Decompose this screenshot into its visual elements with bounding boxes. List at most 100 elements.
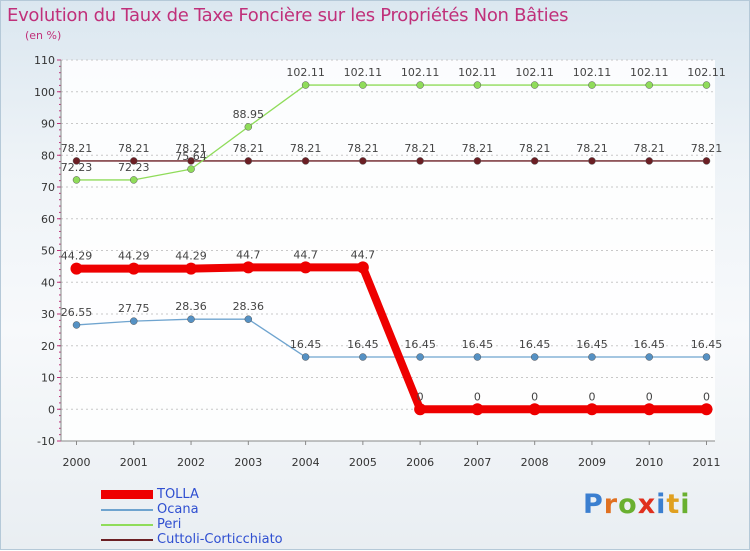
x-tick-label: 2000 — [63, 456, 91, 469]
y-tick-label: 40 — [41, 276, 55, 289]
data-label-tolla: 44.29 — [175, 250, 207, 263]
data-point-peri — [244, 123, 253, 131]
data-point-peri — [588, 81, 596, 89]
data-label-peri: 102.11 — [630, 66, 669, 79]
legend-item: Peri — [101, 517, 283, 532]
data-label-peri: 102.11 — [687, 66, 726, 79]
data-point-tolla — [299, 261, 312, 274]
y-tick-label: 60 — [41, 213, 55, 226]
y-axis-unit: (en %) — [25, 29, 62, 42]
x-tick-label: 2007 — [463, 456, 491, 469]
data-label-peri: 75.64 — [175, 150, 207, 163]
data-point-ocana — [645, 353, 653, 361]
legend-swatch — [101, 523, 153, 526]
y-tick-label: -10 — [37, 435, 55, 448]
series-line-peri — [76, 84, 707, 181]
data-label-cuttoli-corticchiato: 78.21 — [61, 142, 93, 155]
data-label-tolla: 44.29 — [118, 250, 150, 263]
data-point-peri — [473, 81, 482, 89]
legend-swatch — [101, 538, 153, 541]
data-label-ocana: 28.36 — [175, 300, 207, 313]
legend-item: Ocana — [101, 502, 283, 517]
y-tick-label: 10 — [41, 372, 55, 385]
data-label-tolla: 44.7 — [236, 248, 261, 261]
data-label-peri: 102.11 — [344, 66, 383, 79]
y-tick-label: 100 — [34, 86, 55, 99]
data-point-cuttoli-corticchiato — [645, 157, 653, 165]
data-label-peri: 72.23 — [61, 161, 93, 174]
data-point-tolla — [414, 403, 427, 416]
data-point-tolla — [700, 403, 713, 416]
data-label-cuttoli-corticchiato: 78.21 — [233, 142, 265, 155]
series-line-ocana — [76, 318, 707, 358]
data-point-peri — [702, 81, 711, 89]
logo-letter: x — [637, 489, 657, 520]
data-point-ocana — [359, 353, 367, 361]
data-point-ocana — [130, 317, 138, 325]
data-label-cuttoli-corticchiato: 78.21 — [404, 142, 436, 155]
data-label-cuttoli-corticchiato: 78.21 — [462, 142, 494, 155]
data-label-tolla: 0 — [531, 390, 538, 403]
data-label-ocana: 16.45 — [633, 338, 665, 351]
data-label-ocana: 16.45 — [290, 338, 322, 351]
data-label-cuttoli-corticchiato: 78.21 — [576, 142, 608, 155]
data-point-cuttoli-corticchiato — [301, 157, 310, 165]
data-label-ocana: 26.55 — [61, 306, 93, 319]
data-point-cuttoli-corticchiato — [588, 157, 596, 165]
data-label-ocana: 16.45 — [347, 338, 379, 351]
legend-label: Peri — [157, 517, 182, 532]
data-point-peri — [645, 81, 653, 89]
y-tick-label: 70 — [41, 181, 55, 194]
data-point-ocana — [72, 321, 81, 329]
data-label-peri: 88.95 — [233, 108, 265, 121]
data-label-cuttoli-corticchiato: 78.21 — [118, 142, 150, 155]
y-tick-label: 80 — [41, 149, 55, 162]
data-point-peri — [301, 81, 310, 89]
data-point-cuttoli-corticchiato — [530, 157, 539, 165]
chart-title: Evolution du Taux de Taxe Foncière sur l… — [7, 5, 569, 26]
x-tick-label: 2005 — [349, 456, 377, 469]
data-point-ocana — [244, 315, 253, 323]
data-point-peri — [187, 165, 195, 173]
data-point-ocana — [530, 353, 539, 361]
data-label-ocana: 16.45 — [404, 338, 436, 351]
x-tick-label: 2003 — [234, 456, 262, 469]
data-label-peri: 102.11 — [401, 66, 440, 79]
data-label-cuttoli-corticchiato: 78.21 — [633, 142, 665, 155]
data-point-ocana — [187, 315, 195, 323]
y-tick-label: 20 — [41, 340, 55, 353]
data-label-tolla: 44.7 — [293, 248, 318, 261]
data-label-tolla: 0 — [588, 390, 595, 403]
legend-label: TOLLA — [157, 487, 199, 502]
data-point-ocana — [588, 353, 596, 361]
y-tick-label: 30 — [41, 308, 55, 321]
data-point-peri — [530, 81, 539, 89]
x-tick-label: 2010 — [635, 456, 663, 469]
data-point-tolla — [127, 262, 140, 275]
x-tick-label: 2006 — [406, 456, 434, 469]
data-point-ocana — [702, 353, 711, 361]
data-point-peri — [72, 176, 81, 184]
data-label-cuttoli-corticchiato: 78.21 — [519, 142, 551, 155]
data-label-tolla: 0 — [417, 390, 424, 403]
data-point-peri — [359, 81, 367, 89]
logo-letter: o — [618, 489, 638, 520]
data-label-ocana: 16.45 — [462, 338, 494, 351]
data-point-tolla — [242, 261, 255, 274]
data-label-cuttoli-corticchiato: 78.21 — [175, 142, 207, 155]
data-point-cuttoli-corticchiato — [244, 157, 253, 165]
data-label-ocana: 16.45 — [519, 338, 551, 351]
logo-letter: i — [680, 489, 691, 520]
data-point-cuttoli-corticchiato — [359, 157, 367, 165]
data-point-ocana — [301, 353, 310, 361]
data-point-tolla — [528, 403, 541, 416]
data-point-cuttoli-corticchiato — [72, 157, 81, 165]
data-label-tolla: 0 — [474, 390, 481, 403]
x-tick-label: 2002 — [177, 456, 205, 469]
data-point-tolla — [356, 261, 369, 274]
data-label-peri: 102.11 — [458, 66, 497, 79]
y-tick-label: 90 — [41, 118, 55, 131]
legend-swatch — [101, 490, 153, 499]
